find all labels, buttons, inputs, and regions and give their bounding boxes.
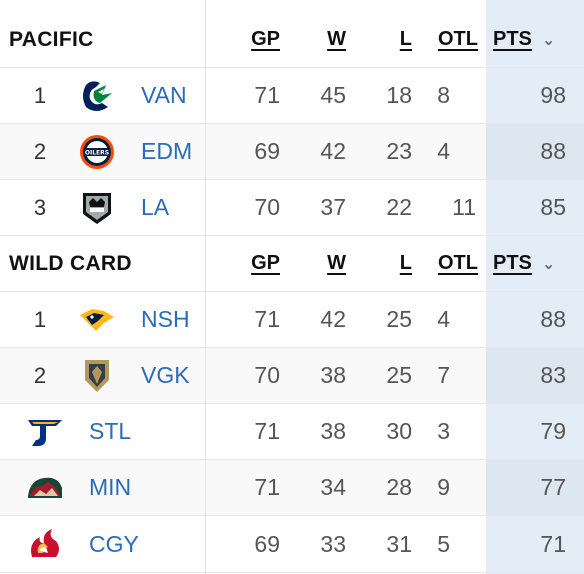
division-title: WILD CARD: [9, 251, 132, 275]
gp-value: 71: [254, 82, 280, 108]
team-link[interactable]: NSH: [141, 306, 190, 332]
predators-logo-icon: [77, 292, 117, 347]
pts-value: 85: [540, 194, 566, 220]
gp-value: 69: [254, 138, 280, 164]
table-row-nsh[interactable]: 1 NSH 71 42 25 4 88: [0, 292, 584, 348]
column-divider: [205, 0, 206, 574]
division-header-wild-card: WILD CARD GP W L OTL PTS ⌄: [0, 236, 584, 292]
gp-value: 70: [254, 362, 280, 388]
rank: 1: [33, 82, 47, 108]
team-link[interactable]: EDM: [141, 138, 193, 164]
chevron-down-icon: ⌄: [541, 31, 556, 49]
table-row-la[interactable]: 3 LA 70 37 22 11 85: [0, 180, 584, 236]
otl-value: 8: [437, 82, 450, 108]
pts-value: 71: [540, 530, 566, 557]
l-value: 18: [386, 82, 412, 108]
team-link[interactable]: STL: [89, 418, 132, 444]
table-row-van[interactable]: 1 VAN 71 45 18 8 98: [0, 68, 584, 124]
rank: 3: [33, 194, 47, 220]
oilers-logo-icon: OILERS: [77, 124, 117, 179]
svg-text:OILERS: OILERS: [85, 149, 109, 156]
otl-value: 3: [437, 418, 450, 444]
pts-value: 88: [540, 138, 566, 164]
w-value: 42: [320, 138, 346, 164]
otl-value: 11: [452, 194, 476, 220]
team-link[interactable]: CGY: [89, 530, 139, 557]
otl-value: 4: [437, 306, 450, 332]
gp-value: 70: [254, 194, 280, 220]
gp-value: 69: [254, 530, 280, 557]
w-header[interactable]: W: [327, 28, 346, 50]
otl-value: 4: [437, 138, 450, 164]
team-link[interactable]: MIN: [89, 474, 132, 500]
l-header[interactable]: L: [399, 28, 412, 50]
chevron-down-icon: ⌄: [541, 255, 556, 273]
rank: 1: [33, 306, 47, 332]
table-row-edm[interactable]: 2 OILERS EDM 69 42 23 4 88: [0, 124, 584, 180]
gp-value: 71: [254, 418, 280, 444]
otl-value: 7: [437, 362, 450, 388]
pts-header-sort[interactable]: PTS ⌄: [493, 28, 556, 50]
pts-value: 79: [540, 418, 566, 444]
l-value: 25: [386, 362, 412, 388]
w-value: 45: [320, 82, 346, 108]
l-header[interactable]: L: [399, 252, 412, 274]
w-value: 33: [320, 530, 346, 557]
wild-logo-icon: [25, 460, 65, 515]
otl-value: 9: [437, 474, 450, 500]
otl-value: 5: [437, 530, 450, 557]
rank: 2: [33, 138, 47, 164]
gp-value: 71: [254, 306, 280, 332]
rank: 2: [33, 362, 47, 388]
w-header[interactable]: W: [327, 252, 346, 274]
l-value: 22: [386, 194, 412, 220]
l-value: 31: [386, 530, 412, 557]
gp-header[interactable]: GP: [251, 252, 280, 274]
pts-value: 98: [540, 82, 566, 108]
pts-column-highlight: [486, 0, 584, 574]
team-link[interactable]: LA: [141, 194, 170, 220]
table-row-min[interactable]: MIN 71 34 28 9 77: [0, 460, 584, 516]
w-value: 37: [320, 194, 346, 220]
blues-logo-icon: [25, 404, 65, 459]
l-value: 28: [386, 474, 412, 500]
pts-value: 88: [540, 306, 566, 332]
w-value: 38: [320, 362, 346, 388]
division-header-pacific: PACIFIC GP W L OTL PTS ⌄: [0, 12, 584, 68]
table-row-cgy[interactable]: CGY 69 33 31 5 71: [0, 516, 584, 573]
pts-header-sort[interactable]: PTS ⌄: [493, 252, 556, 274]
w-value: 42: [320, 306, 346, 332]
table-row-vgk[interactable]: 2 VGK 70 38 25 7 83: [0, 348, 584, 404]
w-value: 34: [320, 474, 346, 500]
division-title: PACIFIC: [9, 27, 94, 51]
gp-value: 71: [254, 474, 280, 500]
flames-logo-icon: [25, 516, 65, 572]
pts-value: 77: [540, 474, 566, 500]
pts-value: 83: [540, 362, 566, 388]
l-value: 23: [386, 138, 412, 164]
table-row-stl[interactable]: STL 71 38 30 3 79: [0, 404, 584, 460]
l-value: 25: [386, 306, 412, 332]
gp-header[interactable]: GP: [251, 28, 280, 50]
otl-header[interactable]: OTL: [438, 252, 478, 274]
canucks-logo-icon: [77, 68, 117, 123]
w-value: 38: [320, 418, 346, 444]
team-link[interactable]: VAN: [141, 82, 187, 108]
golden-knights-logo-icon: [77, 348, 117, 403]
kings-logo-icon: [77, 180, 117, 235]
l-value: 30: [386, 418, 412, 444]
team-link[interactable]: VGK: [141, 362, 190, 388]
otl-header[interactable]: OTL: [438, 28, 478, 50]
